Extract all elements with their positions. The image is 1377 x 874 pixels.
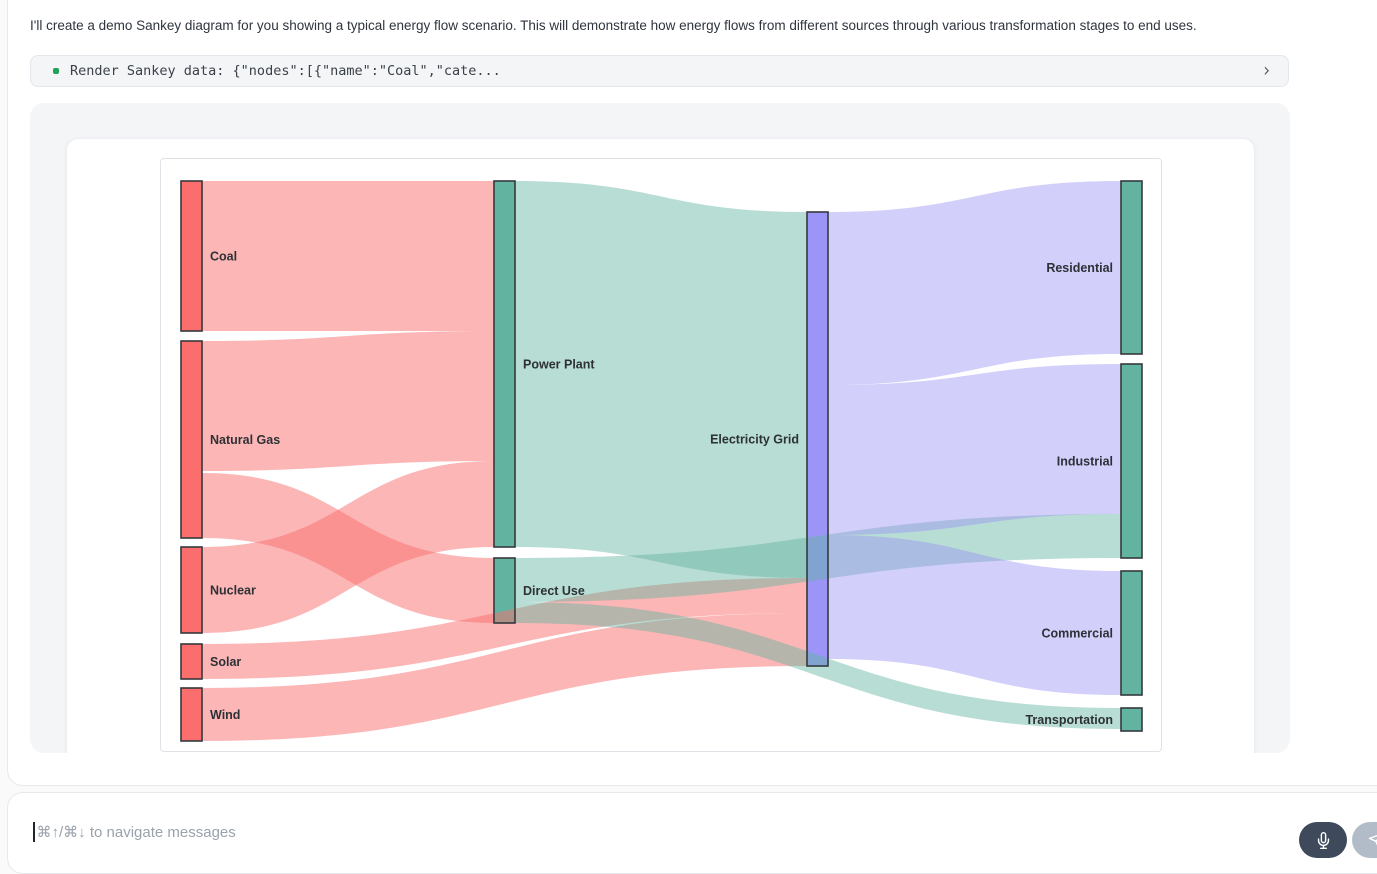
sankey-link-electricity-grid-to-commercial[interactable] (828, 535, 1121, 695)
message-input[interactable]: ⌘↑/⌘↓ to navigate messages (33, 820, 236, 844)
sankey-node-transportation[interactable] (1121, 708, 1142, 731)
sankey-label-power-plant: Power Plant (523, 358, 595, 372)
sankey-node-solar[interactable] (181, 644, 202, 679)
sankey-node-power-plant[interactable] (494, 181, 515, 547)
sankey-svg[interactable]: Coal Natural Gas Nuclear Solar Wind Power Pla… (161, 159, 1161, 751)
sankey-label-residential: Residential (1046, 261, 1113, 275)
tool-call-label: Render Sankey data: {"nodes":[{"name":"C… (70, 63, 1263, 79)
text-caret (33, 822, 35, 842)
sankey-label-industrial: Industrial (1057, 455, 1113, 469)
sankey-label-coal: Coal (210, 250, 237, 264)
sankey-link-electricity-grid-to-residential[interactable] (828, 181, 1121, 385)
sankey-link-natural-gas-to-power-plant[interactable] (202, 331, 494, 471)
sankey-node-coal[interactable] (181, 181, 202, 331)
sankey-chart-card: Coal Natural Gas Nuclear Solar Wind Power Pla… (66, 138, 1255, 753)
sankey-node-industrial[interactable] (1121, 364, 1142, 558)
sankey-label-electricity-grid: Electricity Grid (710, 433, 799, 447)
sankey-chart[interactable]: Coal Natural Gas Nuclear Solar Wind Power Pla… (160, 158, 1162, 752)
sankey-link-electricity-grid-to-industrial[interactable] (828, 364, 1121, 535)
assistant-message: I'll create a demo Sankey diagram for yo… (30, 17, 1320, 34)
sankey-label-commercial: Commercial (1041, 627, 1113, 641)
message-card-container: Coal Natural Gas Nuclear Solar Wind Power Pla… (30, 103, 1290, 753)
sankey-label-wind: Wind (210, 708, 240, 722)
chevron-right-icon[interactable]: › (1263, 61, 1270, 81)
tool-call-bar[interactable]: Render Sankey data: {"nodes":[{"name":"C… (30, 55, 1289, 87)
microphone-icon (1315, 832, 1332, 849)
mic-button[interactable] (1299, 822, 1347, 858)
sankey-label-direct-use: Direct Use (523, 584, 585, 598)
sankey-node-electricity-grid[interactable] (807, 212, 828, 666)
sankey-node-nuclear[interactable] (181, 547, 202, 633)
sankey-node-residential[interactable] (1121, 181, 1142, 354)
sankey-node-wind[interactable] (181, 688, 202, 741)
sankey-label-nuclear: Nuclear (210, 584, 256, 598)
sankey-link-power-plant-to-electricity-grid[interactable] (515, 181, 807, 578)
sankey-label-natural-gas: Natural Gas (210, 433, 280, 447)
sankey-label-transportation: Transportation (1025, 713, 1113, 727)
send-icon (1368, 832, 1377, 849)
sankey-node-natural-gas[interactable] (181, 341, 202, 538)
sankey-link-coal-to-power-plant[interactable] (202, 181, 494, 331)
input-placeholder: ⌘↑/⌘↓ to navigate messages (37, 823, 236, 841)
sankey-node-commercial[interactable] (1121, 571, 1142, 695)
sankey-label-solar: Solar (210, 655, 241, 669)
tool-status-dot-icon (53, 68, 59, 74)
